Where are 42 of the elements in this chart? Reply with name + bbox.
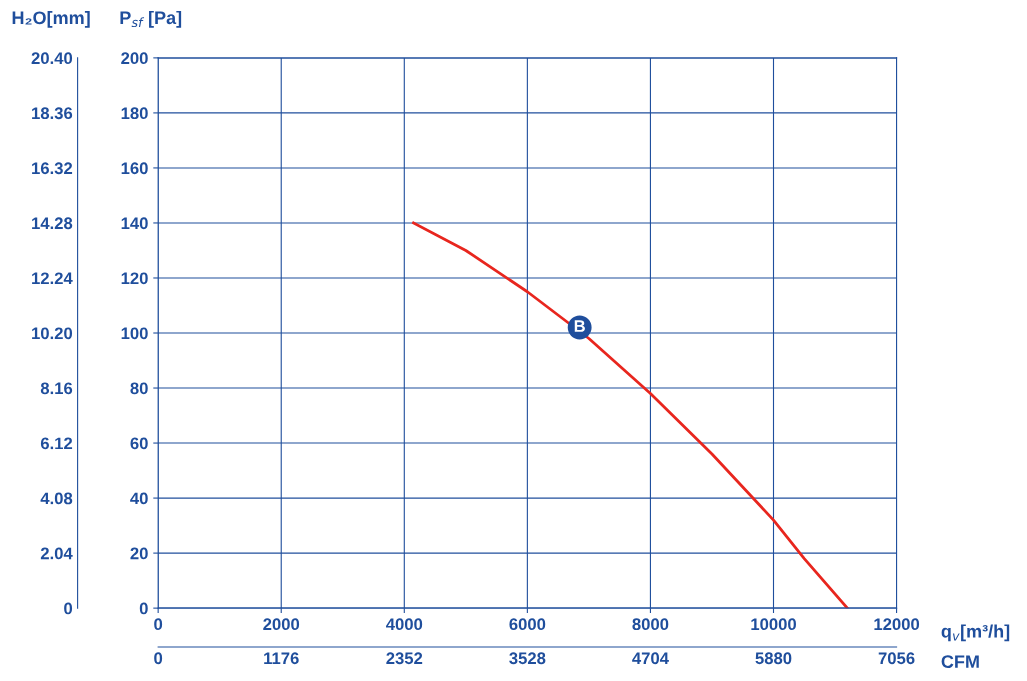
y2-tick-label: 18.36 — [32, 107, 73, 120]
y-tick-label: 200 — [121, 52, 148, 65]
annotation: B — [574, 320, 585, 332]
x2-axis-title: CFM — [941, 655, 979, 668]
y2-tick-label: 4.08 — [40, 492, 73, 505]
x-axis-title: q$_{v}$[m³/h] — [941, 624, 1010, 642]
x-tick-label: 4000 — [386, 618, 423, 631]
y-tick-label: 160 — [121, 162, 148, 175]
x2-tick-label: 1176 — [264, 652, 299, 665]
y2-tick-label: 10.20 — [32, 327, 73, 340]
x2-tick-label: 0 — [154, 652, 163, 665]
x2-tick-label: 7056 — [878, 652, 915, 665]
x-tick-label: 12000 — [874, 618, 920, 631]
y-tick-label: 180 — [121, 107, 148, 120]
x-tick-label: 6000 — [509, 618, 546, 631]
line-series — [412, 221, 849, 609]
y2-tick-label: 6.12 — [40, 437, 73, 450]
y-tick-label: 120 — [121, 272, 148, 285]
x-tick-label: 8000 — [632, 618, 669, 631]
y2-tick-label: 0 — [64, 602, 73, 615]
y-tick-label: 80 — [130, 382, 148, 395]
y-tick-label: 140 — [121, 217, 148, 230]
y-tick-label: 100 — [121, 327, 148, 340]
x2-tick-label: 4704 — [632, 652, 669, 665]
x2-tick-label: 5880 — [755, 652, 792, 665]
x-tick-label: 0 — [154, 618, 163, 631]
y2-tick-label: 14.28 — [32, 217, 73, 230]
y2-tick-label: 16.32 — [32, 162, 73, 175]
x2-tick-label: 2352 — [386, 652, 423, 665]
y-tick-label: 20 — [130, 547, 148, 560]
y2-tick-label: 8.16 — [40, 382, 73, 395]
x-tick-label: 2000 — [263, 618, 300, 631]
x2-tick-label: 3528 — [509, 652, 546, 665]
y2-tick-label: 2.04 — [40, 547, 73, 560]
y-tick-label: 60 — [130, 437, 148, 450]
y-tick-label: 40 — [130, 492, 148, 505]
y-axis-title: P$_{sf}$ [Pa] — [120, 10, 182, 28]
y2-tick-label: 12.24 — [32, 272, 73, 285]
y-tick-label: 0 — [139, 602, 148, 615]
y2-axis-title: H₂O[mm] — [12, 10, 90, 28]
x-tick-label: 10000 — [751, 618, 796, 631]
y2-tick-label: 20.40 — [31, 52, 73, 65]
